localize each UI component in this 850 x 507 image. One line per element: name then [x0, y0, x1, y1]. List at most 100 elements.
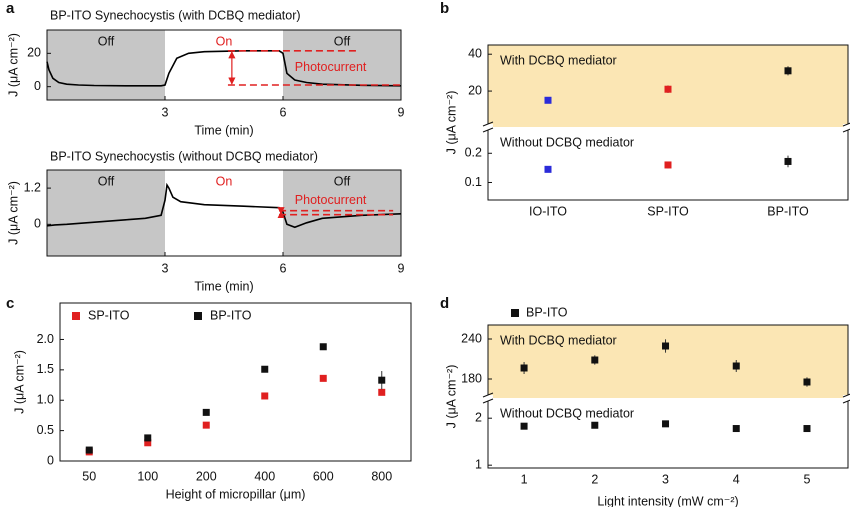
point	[202, 408, 210, 416]
point	[544, 96, 552, 104]
y-tick-label: 0	[34, 79, 41, 93]
trace	[46, 182, 402, 229]
point	[662, 342, 670, 350]
axis-break-mark	[842, 399, 850, 404]
y-tick-label: 20	[27, 46, 41, 60]
x-tick-label: 3	[662, 472, 669, 486]
panel-label: c	[6, 295, 14, 312]
axis-break-mark	[482, 127, 494, 133]
region	[283, 170, 401, 256]
point	[520, 422, 528, 430]
legend-label: BP-ITO	[526, 305, 568, 319]
x-tick-label: 1	[521, 472, 528, 486]
x-tick-label: 6	[280, 261, 287, 275]
point	[520, 364, 528, 372]
region	[47, 170, 165, 256]
point	[664, 161, 672, 169]
point	[319, 343, 327, 351]
point	[144, 439, 152, 447]
y-axis-label: J (μA cm⁻²)	[444, 365, 458, 429]
x-tick-label: 3	[162, 261, 169, 275]
legend-swatch	[72, 312, 80, 320]
axis-break-mark	[482, 121, 494, 127]
segment-shade	[488, 325, 848, 398]
y-tick-label: 240	[461, 331, 482, 345]
y-tick-label: 20	[468, 83, 482, 97]
axis-break-mark	[482, 398, 494, 404]
trace	[46, 50, 402, 87]
axis-break-mark	[842, 128, 850, 133]
x-axis-label: Time (min)	[194, 123, 253, 137]
y-tick-label: 2	[475, 410, 482, 424]
point	[319, 374, 327, 382]
region-label: On	[216, 174, 233, 188]
x-tick-label: 5	[804, 472, 811, 486]
x-tick-label: BP-ITO	[767, 204, 809, 218]
point	[803, 425, 811, 433]
x-tick-label: 600	[313, 469, 334, 483]
y-tick-label: 1.2	[24, 180, 41, 194]
segment-label: With DCBQ mediator	[500, 53, 617, 67]
axis-break	[843, 395, 850, 401]
point	[591, 421, 599, 429]
y-tick-label: 0	[34, 217, 41, 231]
region-label: Off	[334, 34, 351, 48]
axis-break-mark	[842, 393, 850, 398]
point	[664, 85, 672, 93]
y-axis-label: J (μA cm⁻²)	[444, 91, 458, 155]
point	[591, 356, 599, 364]
point	[784, 157, 792, 165]
plot-frame	[59, 302, 412, 462]
point	[378, 376, 386, 384]
point	[732, 425, 740, 433]
panel-label: a	[6, 0, 15, 17]
x-tick-label: 3	[162, 105, 169, 119]
y-tick-label: 0.1	[465, 175, 482, 189]
y-axis-label: J (μA cm⁻²)	[12, 350, 26, 414]
legend-label: BP-ITO	[210, 308, 252, 322]
annotation: Photocurrent	[295, 193, 367, 207]
region-label: Off	[98, 174, 115, 188]
point	[803, 378, 811, 386]
x-tick-label: 50	[82, 469, 96, 483]
chart-title: BP-ITO Synechocystis (with DCBQ mediator…	[50, 8, 301, 22]
region	[165, 30, 283, 100]
y-tick-label: 1.5	[37, 362, 54, 376]
segment-label: Without DCBQ mediator	[500, 135, 634, 149]
region	[283, 30, 401, 100]
segment-shade	[488, 398, 848, 468]
region	[47, 30, 165, 100]
region-label: On	[216, 34, 233, 48]
segment-label: Without DCBQ mediator	[500, 406, 634, 420]
x-tick-label: IO-ITO	[529, 204, 567, 218]
y-axis-label: J (μA cm⁻²)	[6, 181, 20, 245]
x-tick-label: 800	[371, 469, 392, 483]
y-tick-label: 1.0	[37, 393, 54, 407]
y-axis-label: J (μA cm⁻²)	[6, 33, 20, 97]
y-tick-label: 0.2	[465, 146, 482, 160]
y-tick-label: 2.0	[37, 332, 54, 346]
point	[261, 392, 269, 400]
x-tick-label: 100	[137, 469, 158, 483]
region	[165, 170, 283, 256]
chart-title: BP-ITO Synechocystis (without DCBQ media…	[50, 149, 318, 163]
point	[544, 165, 552, 173]
x-axis-label: Light intensity (mW cm⁻²)	[597, 494, 738, 507]
point	[261, 365, 269, 373]
axis-break	[483, 124, 493, 130]
y-tick-label: 180	[461, 371, 482, 385]
y-tick-label: 40	[468, 47, 482, 61]
region-label: Off	[334, 174, 351, 188]
x-axis-label: Height of micropillar (μm)	[166, 487, 306, 501]
panel-label: b	[440, 0, 449, 17]
segment-label: With DCBQ mediator	[500, 333, 617, 347]
legend-swatch	[511, 309, 519, 317]
panel-label: d	[440, 295, 449, 312]
region-label: Off	[98, 34, 115, 48]
axis-break	[843, 124, 850, 130]
y-tick-label: 1	[475, 457, 482, 471]
axis-break	[483, 395, 493, 401]
axis-break-mark	[482, 392, 494, 398]
x-tick-label: 6	[280, 105, 287, 119]
point	[662, 420, 670, 428]
